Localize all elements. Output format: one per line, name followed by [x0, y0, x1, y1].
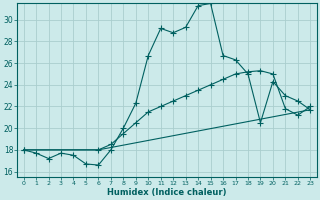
X-axis label: Humidex (Indice chaleur): Humidex (Indice chaleur) — [107, 188, 227, 197]
